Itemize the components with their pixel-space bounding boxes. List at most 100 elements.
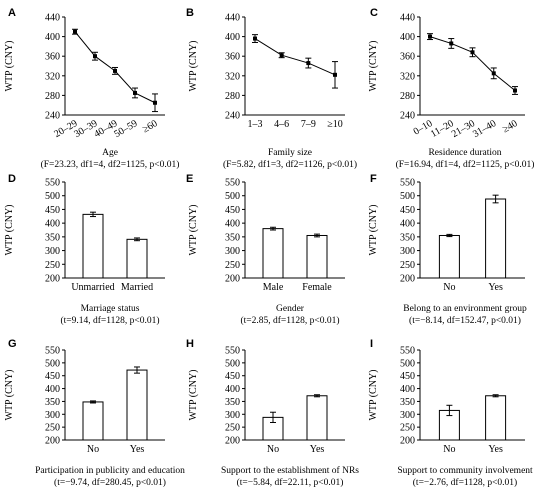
y-tick-label: 550 <box>45 178 60 189</box>
series-line <box>254 38 336 76</box>
y-tick-label: 200 <box>400 436 415 447</box>
y-tick-label: 300 <box>400 246 415 257</box>
bar <box>82 213 104 279</box>
x-tick-label: 1–3 <box>248 119 263 130</box>
caption-title: Support to the establishment of NRs <box>221 465 359 476</box>
x-tick-label: No <box>443 444 455 455</box>
x-tick-label: Male <box>263 282 284 293</box>
data-point <box>113 68 117 73</box>
panel-letter: B <box>186 7 194 19</box>
y-tick-label: 300 <box>225 410 240 421</box>
y-tick-label: 280 <box>45 91 60 102</box>
y-tick-label: 400 <box>225 384 240 395</box>
y-tick-label: 240 <box>45 111 60 122</box>
data-point <box>513 88 517 93</box>
y-axis-label: WTP (CNY) <box>4 204 15 255</box>
caption-stats: (F=23.23, df1=4, df2=1125, p<0.01) <box>41 159 180 170</box>
caption-title: Family size <box>268 148 312 158</box>
y-tick-label: 250 <box>400 260 415 271</box>
x-tick-label: 31–40 <box>471 118 498 140</box>
data-point <box>333 72 337 77</box>
x-tick-label: ≥40 <box>501 118 520 135</box>
caption-stats: (t=9.14, df=1128, p<0.01) <box>60 315 159 326</box>
data-point <box>449 41 454 46</box>
bar <box>306 234 328 279</box>
x-tick-label: Yes <box>130 444 145 455</box>
bar <box>262 228 284 279</box>
bar <box>485 395 507 441</box>
y-tick-label: 400 <box>225 32 240 43</box>
panel-e: E 200 250 300 350 400 450 500 550 WTP (CNY) Male Fe… <box>186 173 345 326</box>
x-tick-label: Unmarried <box>71 282 114 293</box>
y-tick-label: 500 <box>225 191 240 202</box>
caption-stats: (t=−9.74, df=280.45, p<0.01) <box>54 477 166 488</box>
caption-title: Support to community involvement <box>397 466 533 476</box>
y-tick-label: 350 <box>400 397 415 408</box>
y-tick-label: 350 <box>225 232 240 243</box>
caption-title: Marriage status <box>81 304 140 314</box>
y-tick-label: 500 <box>400 191 415 202</box>
y-axis-label: WTP (CNY) <box>368 40 379 91</box>
data-point <box>428 34 432 39</box>
y-tick-label: 360 <box>45 52 60 63</box>
y-tick-label: 450 <box>225 205 240 216</box>
caption-stats: (F=16.94, df1=4, df2=1125, p<0.01) <box>396 159 535 170</box>
panel-d: D 200 250 300 350 400 450 500 550 WTP (CNY) Unmarr… <box>4 173 165 326</box>
y-axis-label: WTP (CNY) <box>368 204 379 255</box>
x-tick-label: Yes <box>488 282 503 293</box>
y-axis-label: WTP (CNY) <box>4 369 15 420</box>
bar <box>485 198 507 279</box>
y-tick-label: 240 <box>400 111 415 122</box>
caption-title: Residence duration <box>428 148 501 158</box>
y-tick-label: 400 <box>400 219 415 230</box>
data-point <box>93 54 97 59</box>
y-tick-label: 200 <box>225 436 240 447</box>
y-axis-label: WTP (CNY) <box>188 204 199 255</box>
bar <box>438 234 460 279</box>
y-tick-label: 300 <box>45 246 60 257</box>
panel-letter: E <box>186 173 193 185</box>
y-tick-label: 450 <box>400 205 415 216</box>
panel-f: F 200 250 300 350 400 450 500 550 WTP (CNY) No Yes B… <box>368 173 527 326</box>
x-tick-label: 50–59 <box>112 118 139 140</box>
caption-title: Belong to an environment group <box>403 304 527 314</box>
y-tick-label: 450 <box>225 371 240 382</box>
caption-title: Age <box>102 148 118 158</box>
panel-letter: C <box>370 7 378 19</box>
y-tick-label: 350 <box>45 232 60 243</box>
data-point <box>73 29 77 34</box>
caption-stats: (F=5.82, df1=3, df2=1126, p<0.01) <box>223 159 357 170</box>
bar <box>82 401 104 441</box>
y-tick-label: 550 <box>225 346 240 357</box>
y-tick-label: 400 <box>400 384 415 395</box>
y-tick-label: 450 <box>400 371 415 382</box>
panel-letter: D <box>8 173 16 185</box>
y-tick-label: 250 <box>45 260 60 271</box>
y-tick-label: 440 <box>225 13 240 24</box>
y-tick-label: 400 <box>45 219 60 230</box>
y-tick-label: 200 <box>45 274 60 285</box>
x-tick-label: ≥60 <box>141 118 160 135</box>
panel-b: B 240 280 320 360 400 440 WTP (CNY) 1–3 4–6 7–9 ≥10… <box>186 7 357 170</box>
x-tick-label: No <box>267 444 279 455</box>
y-tick-label: 500 <box>400 358 415 369</box>
data-point <box>491 71 496 76</box>
y-tick-label: 400 <box>45 384 60 395</box>
y-tick-label: 320 <box>400 71 415 82</box>
y-tick-label: 350 <box>225 397 240 408</box>
x-tick-label: Yes <box>488 444 503 455</box>
y-tick-label: 360 <box>400 52 415 63</box>
bar <box>126 238 148 279</box>
bar <box>306 395 328 441</box>
y-tick-label: 280 <box>225 91 240 102</box>
y-tick-label: 500 <box>45 191 60 202</box>
y-tick-label: 440 <box>400 13 415 24</box>
panel-letter: F <box>370 173 377 185</box>
x-tick-label: Yes <box>310 444 325 455</box>
y-tick-label: 240 <box>225 111 240 122</box>
y-tick-label: 400 <box>225 219 240 230</box>
y-tick-label: 550 <box>400 346 415 357</box>
data-point <box>133 90 137 95</box>
